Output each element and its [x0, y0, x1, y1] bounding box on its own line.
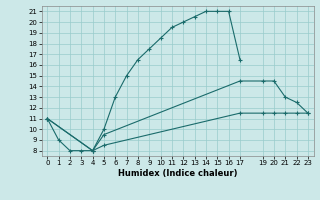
X-axis label: Humidex (Indice chaleur): Humidex (Indice chaleur) — [118, 169, 237, 178]
